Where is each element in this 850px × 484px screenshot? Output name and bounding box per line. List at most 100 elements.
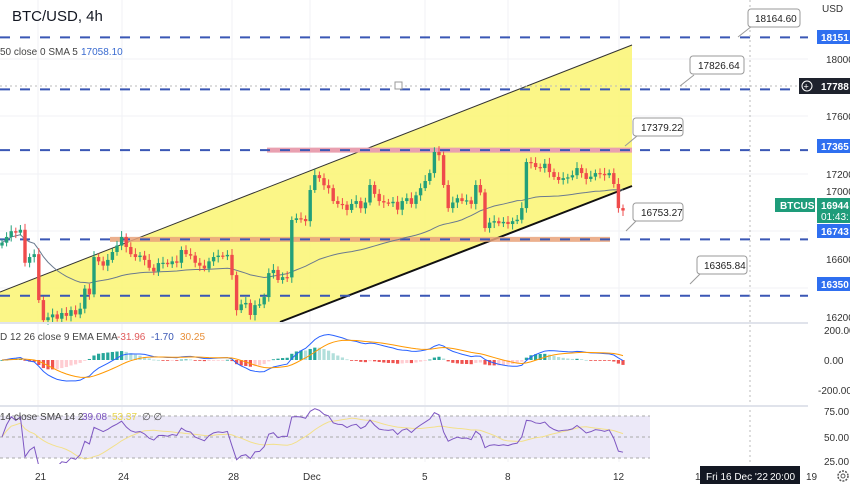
candle-body	[451, 202, 455, 209]
candle-body	[336, 201, 340, 204]
macd-histogram-bar	[60, 360, 64, 369]
candle-body	[239, 304, 243, 311]
candle	[575, 162, 579, 179]
candle	[616, 178, 621, 213]
candle-body	[446, 184, 450, 209]
currency-selector[interactable]: USD	[822, 4, 843, 15]
macd-histogram-bar	[368, 360, 372, 362]
macd-histogram-bar	[193, 360, 197, 361]
macd-histogram-bar	[616, 360, 620, 364]
candle-body	[464, 200, 469, 202]
candle	[110, 248, 115, 263]
macd-histogram-bar	[294, 351, 298, 360]
price-tick: 16600.00	[826, 255, 850, 266]
candle-body	[607, 173, 611, 176]
candle-body	[18, 229, 23, 233]
crosshair-date: Fri 16 Dec '22	[706, 472, 768, 483]
callout-17826: 17826.64	[679, 55, 745, 87]
candle-body	[78, 308, 82, 315]
candle	[322, 173, 326, 190]
candle-body	[492, 221, 496, 223]
candle-body	[285, 277, 289, 279]
gear-icon[interactable]	[837, 470, 849, 482]
macd-histogram-bar	[37, 360, 41, 366]
macd-histogram-bar	[152, 359, 156, 361]
macd-histogram-bar	[133, 354, 137, 360]
level-tag-18151	[817, 30, 850, 44]
candle	[607, 169, 611, 179]
candle	[244, 297, 248, 309]
candle-body	[510, 221, 515, 225]
macd-histogram-bar	[363, 360, 367, 363]
candle	[377, 189, 381, 206]
macd-histogram-bar	[465, 360, 469, 365]
candle-body	[299, 218, 303, 220]
candle	[345, 201, 349, 216]
macd-histogram-bar	[179, 359, 183, 361]
candle	[257, 298, 262, 308]
macd-histogram-bar	[386, 360, 390, 363]
candle-body	[437, 151, 441, 156]
candle-body	[50, 314, 55, 318]
callout-18164: 18164.60	[737, 8, 801, 38]
candle	[69, 306, 73, 322]
macd-histogram-bar	[230, 360, 234, 362]
macd-value-histogram: -31.96	[117, 332, 146, 343]
candle-body	[198, 262, 202, 266]
candle	[262, 293, 266, 309]
candle	[368, 179, 372, 206]
candle	[570, 170, 575, 181]
candle-body	[69, 310, 73, 316]
candle	[566, 173, 570, 184]
candle-body	[349, 203, 354, 210]
candle	[115, 240, 119, 256]
time-tick: 24	[118, 472, 130, 483]
candle	[142, 250, 147, 266]
candle-body	[478, 184, 483, 193]
candle-body	[230, 254, 234, 276]
candle-body	[414, 195, 418, 204]
candle-body	[612, 173, 616, 184]
candle-body	[621, 208, 625, 211]
macd-histogram-bar	[419, 360, 423, 362]
crosshair-handle[interactable]	[394, 81, 403, 90]
macd-histogram-bar	[83, 360, 87, 361]
candle	[437, 146, 441, 161]
candle-body	[234, 275, 239, 311]
candle	[4, 232, 9, 247]
crosshair-price-text: 17788	[821, 82, 849, 93]
candle	[253, 300, 257, 321]
candle	[55, 310, 59, 322]
candle	[497, 217, 501, 227]
macd-histogram-bar	[603, 360, 607, 361]
candle-body	[290, 220, 294, 278]
candle	[64, 307, 69, 321]
price-tick: 16200.00	[826, 313, 850, 324]
macd-histogram-bar	[106, 352, 110, 360]
add-alert-icon[interactable]	[801, 80, 813, 92]
candle	[400, 197, 404, 216]
candle-body	[262, 297, 266, 305]
candle-body	[92, 257, 96, 295]
macd-value-macd: -1.70	[151, 332, 174, 343]
candle-body	[372, 184, 377, 194]
macd-histogram-bar	[409, 360, 413, 364]
level-tag-text: 17365	[821, 142, 849, 153]
candle-body	[55, 314, 59, 319]
callout-text: 16365.84	[704, 261, 746, 272]
candle	[138, 252, 142, 262]
candle-body	[0, 242, 4, 246]
candle	[119, 231, 124, 251]
macd-histogram-bar	[414, 360, 418, 363]
candle	[216, 249, 220, 263]
channel-lower-line[interactable]	[279, 185, 633, 323]
candle-body	[193, 255, 197, 263]
candle	[552, 168, 556, 180]
candle-body	[23, 229, 27, 263]
candle	[170, 256, 174, 268]
candle	[418, 183, 423, 201]
time-axis[interactable]	[0, 464, 808, 484]
macd-histogram-bar	[221, 360, 225, 361]
callout-text: 18164.60	[755, 14, 797, 25]
